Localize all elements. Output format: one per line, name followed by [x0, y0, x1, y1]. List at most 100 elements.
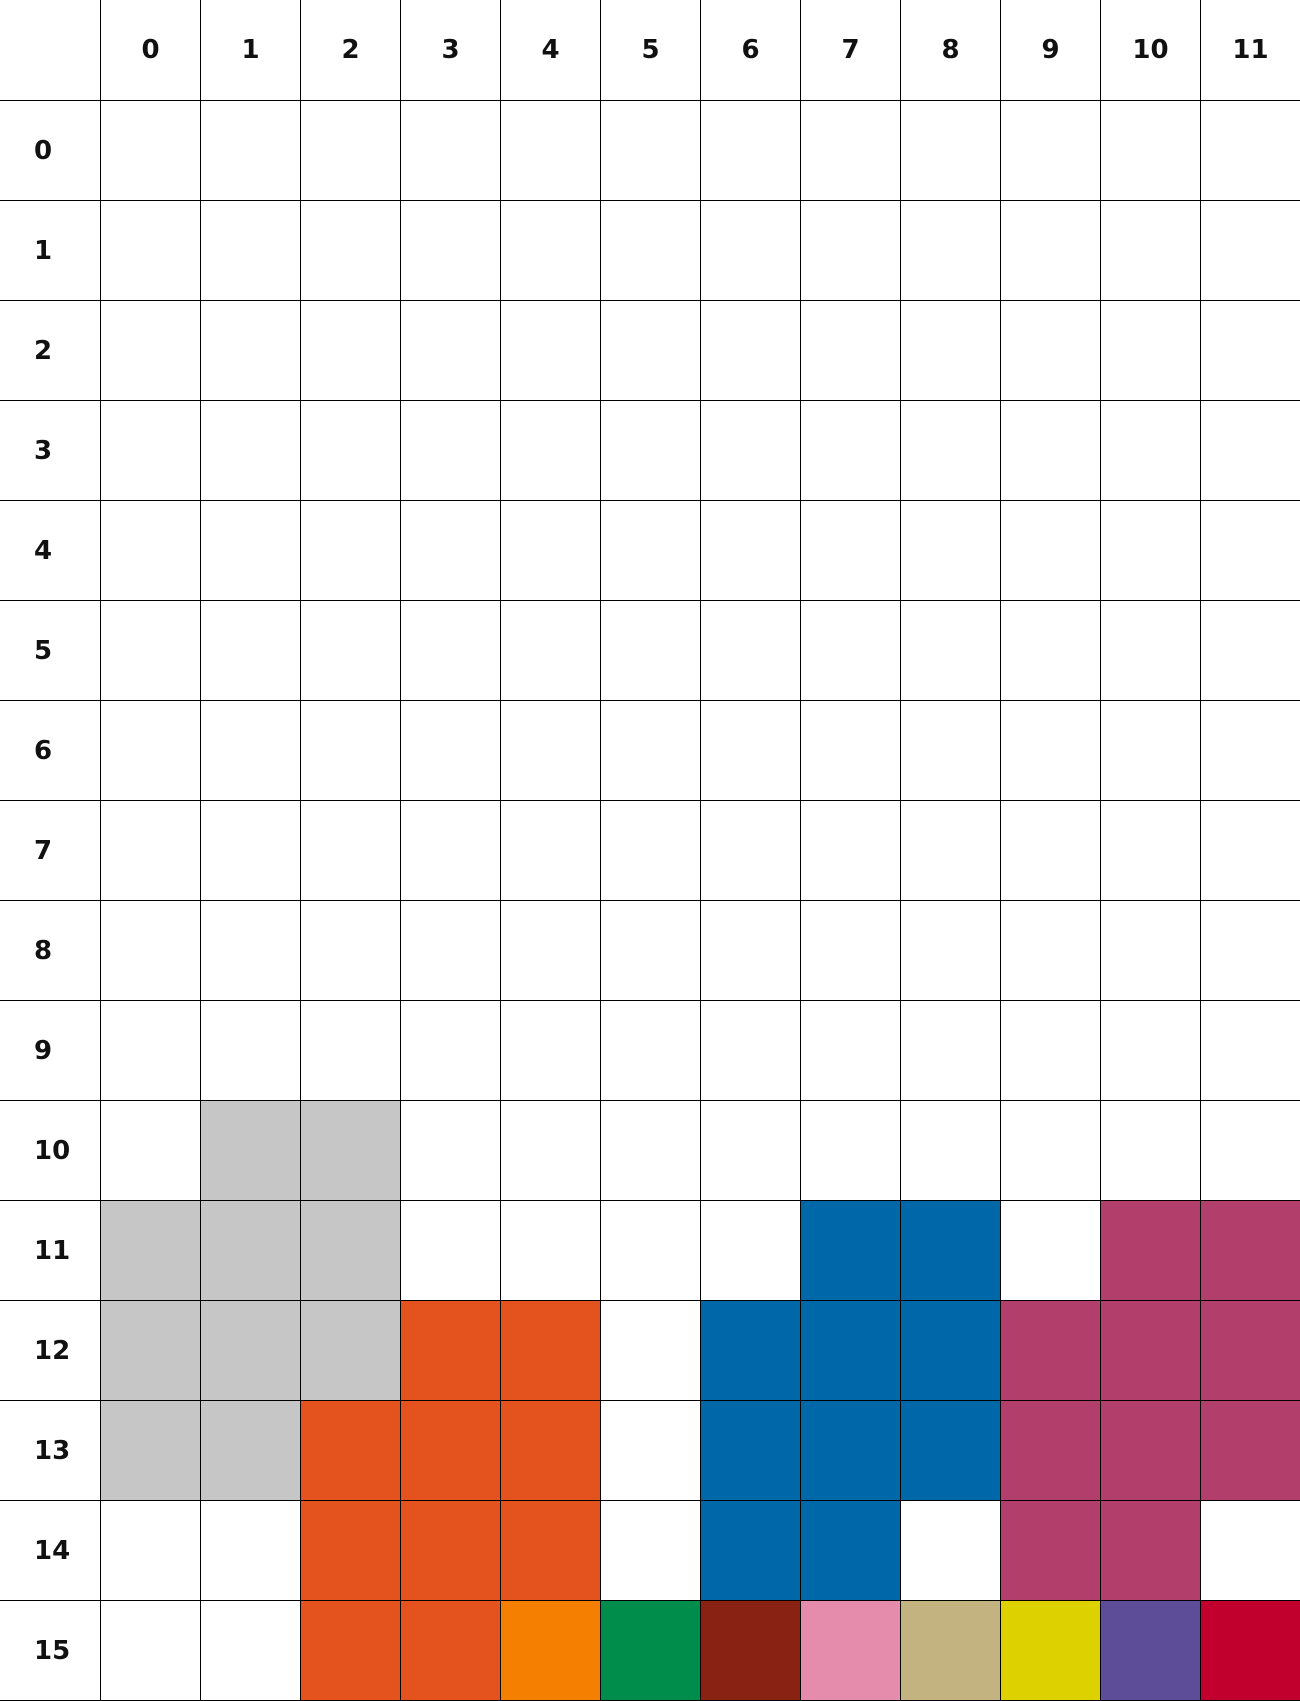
grid-cell-10-4[interactable]	[501, 1101, 601, 1201]
grid-cell-11-4[interactable]	[501, 1201, 601, 1301]
grid-cell-6-7[interactable]	[801, 701, 901, 801]
grid-cell-7-7[interactable]	[801, 801, 901, 901]
grid-cell-10-1[interactable]	[201, 1101, 301, 1201]
grid-cell-6-6[interactable]	[701, 701, 801, 801]
grid-cell-7-1[interactable]	[201, 801, 301, 901]
grid-cell-11-9[interactable]	[1001, 1201, 1101, 1301]
grid-cell-6-2[interactable]	[301, 701, 401, 801]
grid-cell-8-1[interactable]	[201, 901, 301, 1001]
grid-cell-2-7[interactable]	[801, 301, 901, 401]
grid-cell-0-10[interactable]	[1101, 101, 1201, 201]
grid-cell-8-11[interactable]	[1201, 901, 1300, 1001]
grid-cell-6-11[interactable]	[1201, 701, 1300, 801]
grid-cell-3-6[interactable]	[701, 401, 801, 501]
grid-cell-13-8[interactable]	[901, 1401, 1001, 1501]
grid-cell-13-5[interactable]	[601, 1401, 701, 1501]
grid-cell-4-10[interactable]	[1101, 501, 1201, 601]
grid-cell-8-2[interactable]	[301, 901, 401, 1001]
grid-cell-8-9[interactable]	[1001, 901, 1101, 1001]
grid-cell-6-3[interactable]	[401, 701, 501, 801]
grid-cell-15-0[interactable]	[101, 1601, 201, 1701]
grid-cell-0-9[interactable]	[1001, 101, 1101, 201]
grid-cell-9-7[interactable]	[801, 1001, 901, 1101]
grid-cell-8-3[interactable]	[401, 901, 501, 1001]
grid-cell-9-1[interactable]	[201, 1001, 301, 1101]
grid-cell-15-5[interactable]	[601, 1601, 701, 1701]
grid-cell-9-2[interactable]	[301, 1001, 401, 1101]
grid-cell-8-8[interactable]	[901, 901, 1001, 1001]
grid-cell-13-9[interactable]	[1001, 1401, 1101, 1501]
grid-cell-2-5[interactable]	[601, 301, 701, 401]
grid-cell-0-7[interactable]	[801, 101, 901, 201]
grid-cell-11-0[interactable]	[101, 1201, 201, 1301]
grid-cell-5-6[interactable]	[701, 601, 801, 701]
grid-cell-1-4[interactable]	[501, 201, 601, 301]
grid-cell-7-8[interactable]	[901, 801, 1001, 901]
grid-cell-15-1[interactable]	[201, 1601, 301, 1701]
grid-cell-4-8[interactable]	[901, 501, 1001, 601]
grid-cell-10-7[interactable]	[801, 1101, 901, 1201]
grid-cell-1-1[interactable]	[201, 201, 301, 301]
grid-cell-3-10[interactable]	[1101, 401, 1201, 501]
grid-cell-15-4[interactable]	[501, 1601, 601, 1701]
grid-cell-0-6[interactable]	[701, 101, 801, 201]
grid-cell-12-6[interactable]	[701, 1301, 801, 1401]
grid-cell-7-5[interactable]	[601, 801, 701, 901]
grid-cell-10-3[interactable]	[401, 1101, 501, 1201]
grid-cell-9-5[interactable]	[601, 1001, 701, 1101]
grid-cell-5-7[interactable]	[801, 601, 901, 701]
grid-cell-11-1[interactable]	[201, 1201, 301, 1301]
grid-cell-12-7[interactable]	[801, 1301, 901, 1401]
grid-cell-7-0[interactable]	[101, 801, 201, 901]
grid-cell-11-8[interactable]	[901, 1201, 1001, 1301]
grid-cell-4-3[interactable]	[401, 501, 501, 601]
grid-cell-11-7[interactable]	[801, 1201, 901, 1301]
grid-cell-9-6[interactable]	[701, 1001, 801, 1101]
grid-cell-9-3[interactable]	[401, 1001, 501, 1101]
grid-cell-1-3[interactable]	[401, 201, 501, 301]
grid-cell-1-0[interactable]	[101, 201, 201, 301]
grid-cell-11-3[interactable]	[401, 1201, 501, 1301]
grid-cell-6-1[interactable]	[201, 701, 301, 801]
grid-cell-4-6[interactable]	[701, 501, 801, 601]
grid-cell-2-2[interactable]	[301, 301, 401, 401]
grid-cell-8-6[interactable]	[701, 901, 801, 1001]
grid-cell-14-8[interactable]	[901, 1501, 1001, 1601]
grid-cell-6-9[interactable]	[1001, 701, 1101, 801]
grid-cell-3-0[interactable]	[101, 401, 201, 501]
grid-cell-0-2[interactable]	[301, 101, 401, 201]
grid-cell-0-11[interactable]	[1201, 101, 1300, 201]
grid-cell-9-10[interactable]	[1101, 1001, 1201, 1101]
grid-cell-4-1[interactable]	[201, 501, 301, 601]
grid-cell-14-2[interactable]	[301, 1501, 401, 1601]
grid-cell-13-4[interactable]	[501, 1401, 601, 1501]
grid-cell-12-11[interactable]	[1201, 1301, 1300, 1401]
grid-cell-9-8[interactable]	[901, 1001, 1001, 1101]
grid-cell-8-7[interactable]	[801, 901, 901, 1001]
grid-cell-2-9[interactable]	[1001, 301, 1101, 401]
grid-cell-5-11[interactable]	[1201, 601, 1300, 701]
grid-cell-11-6[interactable]	[701, 1201, 801, 1301]
grid-cell-2-6[interactable]	[701, 301, 801, 401]
grid-cell-10-5[interactable]	[601, 1101, 701, 1201]
grid-cell-1-9[interactable]	[1001, 201, 1101, 301]
grid-cell-13-1[interactable]	[201, 1401, 301, 1501]
grid-cell-2-8[interactable]	[901, 301, 1001, 401]
grid-cell-8-5[interactable]	[601, 901, 701, 1001]
grid-cell-9-4[interactable]	[501, 1001, 601, 1101]
grid-cell-11-2[interactable]	[301, 1201, 401, 1301]
grid-cell-15-8[interactable]	[901, 1601, 1001, 1701]
grid-cell-1-6[interactable]	[701, 201, 801, 301]
grid-cell-12-2[interactable]	[301, 1301, 401, 1401]
grid-cell-7-3[interactable]	[401, 801, 501, 901]
grid-cell-11-5[interactable]	[601, 1201, 701, 1301]
grid-cell-6-8[interactable]	[901, 701, 1001, 801]
grid-cell-7-11[interactable]	[1201, 801, 1300, 901]
grid-cell-2-3[interactable]	[401, 301, 501, 401]
grid-cell-0-3[interactable]	[401, 101, 501, 201]
grid-cell-5-0[interactable]	[101, 601, 201, 701]
grid-cell-12-3[interactable]	[401, 1301, 501, 1401]
grid-cell-12-1[interactable]	[201, 1301, 301, 1401]
grid-cell-1-11[interactable]	[1201, 201, 1300, 301]
grid-cell-7-10[interactable]	[1101, 801, 1201, 901]
